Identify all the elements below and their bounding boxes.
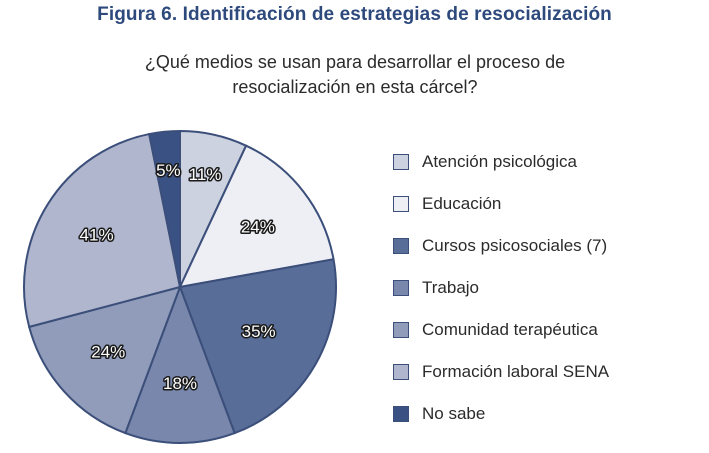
legend-swatch: [393, 196, 409, 212]
legend-label: Educación: [422, 194, 502, 213]
legend-item-atencion-psicologica: Atención psicológica: [393, 150, 577, 174]
legend-label: No sabe: [422, 404, 486, 423]
legend-item-trabajo: Trabajo: [393, 276, 479, 300]
pie-slice-comunidad-terapeutica: [27, 285, 182, 435]
pie-slice-no-sabe: [148, 129, 181, 288]
legend-swatch: [393, 322, 409, 338]
pie-slice-formacion-laboral-sena: [23, 132, 182, 329]
pie-slice-trabajo: [124, 284, 236, 444]
slice-label-comunidad-terapeutica: 24%: [91, 342, 125, 361]
slice-label-educacion: 24%: [241, 218, 275, 237]
slice-label-trabajo: 18%: [163, 374, 197, 393]
legend-swatch: [393, 364, 409, 380]
chart-question: ¿Qué medios se usan para desarrollar el …: [90, 50, 620, 100]
pie-slices: [23, 129, 337, 444]
legend-item-no-sabe: No sabe: [393, 402, 485, 426]
legend-swatch: [393, 154, 409, 170]
legend-item-comunidad-terapeutica: Comunidad terapéutica: [393, 318, 598, 342]
legend-swatch: [393, 406, 409, 422]
legend-item-educacion: Educación: [393, 192, 501, 216]
pie-slice-educacion: [178, 144, 335, 289]
legend-item-cursos-psicosociales-7: Cursos psicosociales (7): [393, 234, 607, 258]
question-line-2: resocialización en esta cárcel?: [232, 77, 478, 97]
legend-swatch: [393, 280, 409, 296]
legend-item-formacion-laboral-sena: Formación laboral SENA: [393, 360, 609, 384]
pie-labels: 11% 24% 35% 18% 24% 41% 5%: [78, 160, 277, 395]
figure-title: Figura 6. Identificación de estrategias …: [97, 4, 612, 25]
legend-label: Cursos psicosociales (7): [422, 236, 608, 255]
legend-label: Formación laboral SENA: [422, 362, 610, 381]
slice-label-formacion-laboral-sena: 41%: [80, 226, 114, 245]
question-line-1: ¿Qué medios se usan para desarrollar el …: [144, 52, 566, 72]
legend-label: Comunidad terapéutica: [422, 320, 598, 339]
legend-label: Atención psicológica: [422, 152, 577, 171]
slice-label-no-sabe: 5%: [156, 161, 181, 180]
legend-label: Trabajo: [422, 278, 480, 297]
legend-swatch: [393, 238, 409, 254]
slice-label-cursos-psicosociales-7: 35%: [242, 322, 276, 341]
slice-label-atencion-psicologica: 11%: [189, 165, 222, 184]
